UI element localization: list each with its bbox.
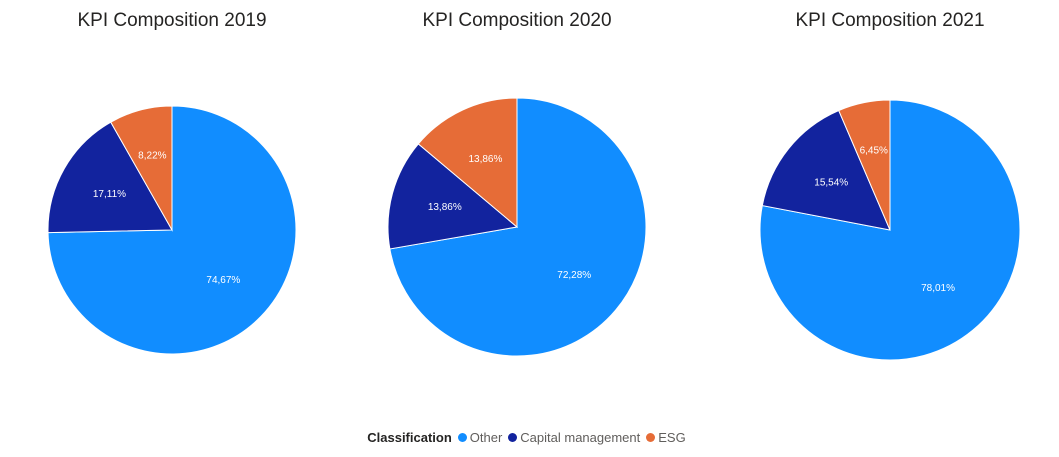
chart-title: KPI Composition 2021 [795,10,984,31]
data-label-capital-management: 17,11% [93,189,126,200]
data-label-other: 74,67% [206,275,240,286]
legend-dot-esg [646,432,656,442]
data-label-other: 72,28% [557,270,591,281]
legend-title: Classification [367,429,452,445]
legend-item-capital-management[interactable]: Capital management [508,430,640,445]
data-label-esg: 13,86% [468,154,502,165]
pie-chart-2: KPI Composition 2020 72,28% 13,86% 13,86% [387,10,647,357]
pie-slice-esg[interactable] [838,99,891,231]
pie-chart-1: KPI Composition 2019 74,67% 17,11% 8,22% [47,10,297,355]
data-label-esg: 8,22% [138,150,166,161]
legend-item-esg[interactable]: ESG [646,429,686,445]
chart-title: KPI Composition 2020 [422,10,611,31]
legend-label-esg: ESG [658,429,686,445]
pie-slice-esg[interactable] [110,105,173,232]
legend-label-other: Other [469,429,503,445]
pie-slice-capital-management[interactable] [387,143,519,250]
data-label-esg: 6,45% [860,146,888,157]
chart-title: KPI Composition 2019 [77,10,266,31]
data-label-other: 78,01% [921,283,955,294]
legend-item-other[interactable]: Other [457,429,503,445]
pie-slice-capital-management[interactable] [47,121,173,234]
pie-chart-3: KPI Composition 2021 78,01% 15,54% 6,45% [759,10,1021,361]
pie-slice-capital-management[interactable] [761,109,891,231]
legend-dot-capital-management [508,432,518,442]
charts-area: KPI Composition 201974,67%17,11%8,22%KPI… [47,10,1021,361]
legend-label-capital-management: Capital management [520,429,641,445]
legend-dot-other [457,432,467,442]
data-label-capital-management: 13,86% [428,202,462,213]
pie-slice-esg[interactable] [417,97,518,229]
legend: Classification Other Capital management … [0,428,1059,446]
data-label-capital-management: 15,54% [814,177,848,188]
pie-slice-other[interactable] [389,97,647,357]
